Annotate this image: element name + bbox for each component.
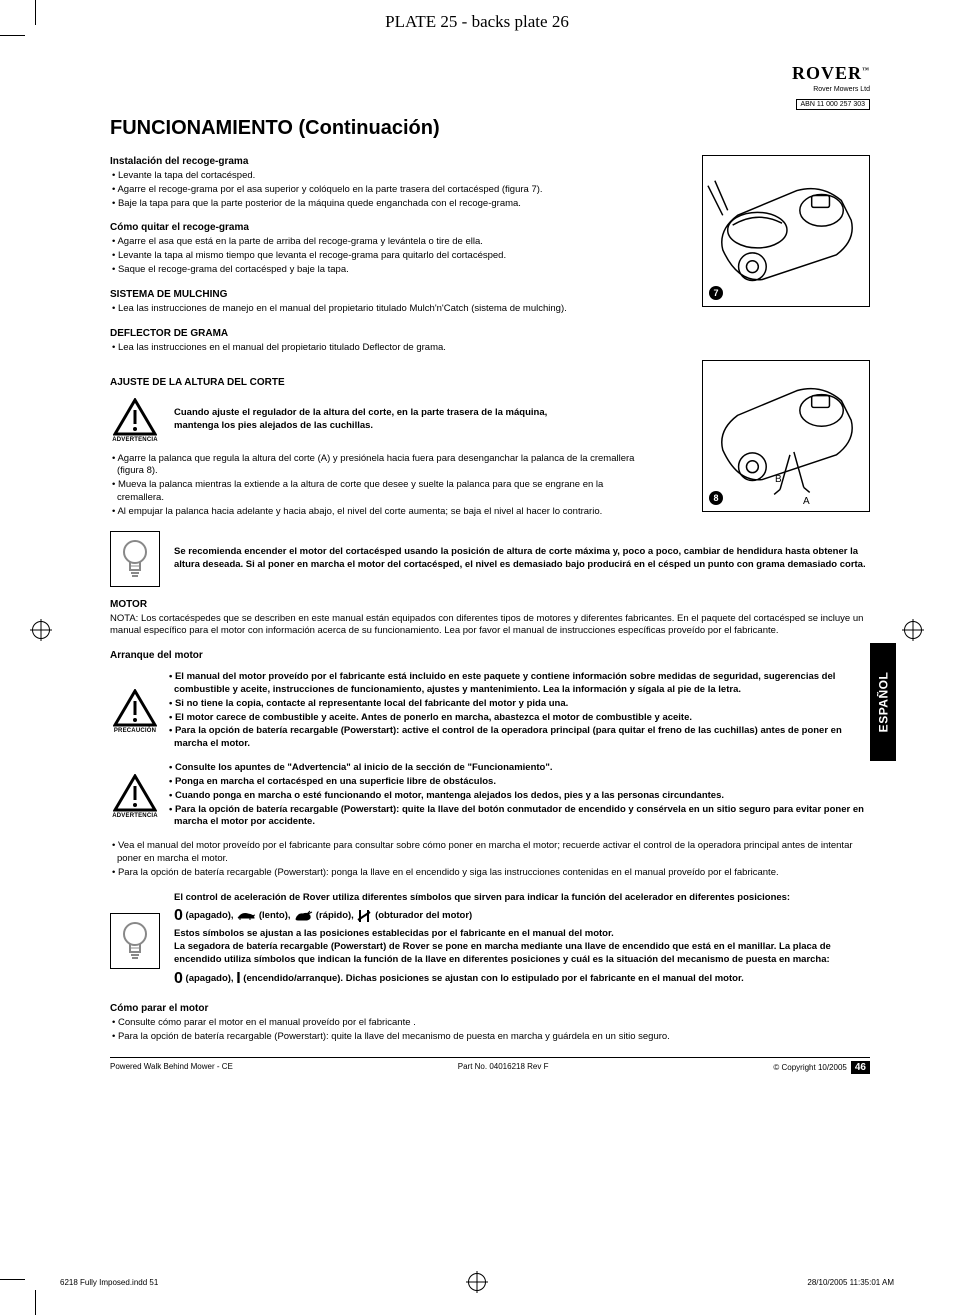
bullet-list: Levante la tapa del cortacésped.Agarre e… xyxy=(110,170,640,210)
list-item: Agarre el asa que está en la parte de ar… xyxy=(117,236,640,249)
list-item: Ponga en marcha el cortacésped en una su… xyxy=(174,776,870,789)
page-footer: Powered Walk Behind Mower - CE Part No. … xyxy=(110,1058,870,1073)
turtle-icon xyxy=(236,910,256,922)
tip-icon xyxy=(110,913,160,969)
section-heading: Instalación del recoge-grama xyxy=(110,156,640,167)
footer-right: © Copyright 10/2005 xyxy=(773,1063,847,1072)
on-label: (encendido/arranque). Dichas posiciones … xyxy=(241,973,744,984)
figure-number: 8 xyxy=(709,491,723,505)
brand-name: ROVER xyxy=(792,63,862,83)
off-symbol: 0 xyxy=(174,907,183,924)
list-item: Al empujar la palanca hacia adelante y h… xyxy=(117,506,640,519)
bullet-list: Agarre el asa que está en la parte de ar… xyxy=(110,236,640,276)
registration-mark xyxy=(32,621,50,639)
bullet-list: Lea las instrucciones de manejo en el ma… xyxy=(110,303,640,316)
rabbit-icon xyxy=(293,909,313,923)
choke-icon xyxy=(356,908,372,924)
list-item: Levante la tapa del cortacésped. xyxy=(117,170,640,183)
list-item: Levante la tapa al mismo tiempo que leva… xyxy=(117,250,640,263)
tip-text: Se recomienda encender el motor del cort… xyxy=(174,546,870,572)
list-item: Consulte cómo parar el motor en el manua… xyxy=(117,1017,870,1030)
list-item: El motor carece de combustible y aceite.… xyxy=(174,712,870,725)
bullet-list: Consulte cómo parar el motor en el manua… xyxy=(110,1017,870,1044)
bullet-list: Agarre la palanca que regula la altura d… xyxy=(110,453,640,519)
figure-label-b: B xyxy=(775,474,782,485)
throttle-text: El control de aceleración de Rover utili… xyxy=(174,892,870,991)
off-symbol: 0 xyxy=(174,970,183,987)
list-item: Baje la tapa para que la parte posterior… xyxy=(117,198,640,211)
list-item: Si no tiene la copia, contacte al repres… xyxy=(174,698,870,711)
mower-illustration xyxy=(703,361,869,511)
list-item: Cuando ponga en marcha o esté funcionand… xyxy=(174,790,870,803)
page-title: FUNCIONAMIENTO (Continuación) xyxy=(110,117,870,140)
company-name: Rover Mowers Ltd xyxy=(792,86,870,93)
caution-label: PRECAUCIÓN xyxy=(114,728,156,734)
list-item: Para la opción de batería recargable (Po… xyxy=(174,804,870,830)
list-item: Agarre la palanca que regula la altura d… xyxy=(117,453,640,479)
section-heading: Arranque del motor xyxy=(110,650,870,661)
throttle-line2: Estos símbolos se ajustan a las posicion… xyxy=(174,928,870,941)
imprint-right: 28/10/2005 11:35:01 AM xyxy=(807,1278,894,1287)
bullet-list: Lea las instrucciones en el manual del p… xyxy=(110,342,640,355)
registration-mark xyxy=(904,621,922,639)
mower-illustration xyxy=(703,156,869,306)
list-item: Para la opción de batería recargable (Po… xyxy=(117,867,870,880)
figure-7: 7 xyxy=(702,155,870,307)
warning-icon: ADVERTENCIA xyxy=(110,398,160,443)
brand-logo: ROVER™ Rover Mowers Ltd ABN 11 000 257 3… xyxy=(792,63,870,111)
language-tab: ESPAÑOL xyxy=(870,643,896,761)
warning-icon: ADVERTENCIA xyxy=(110,774,160,819)
slow-label: (lento), xyxy=(256,910,293,921)
list-item: Agarre el recoge-grama por el asa superi… xyxy=(117,184,640,197)
warning-text: Cuando ajuste el regulador de la altura … xyxy=(174,407,594,433)
throttle-line3: La segadora de batería recargable (Power… xyxy=(174,941,870,967)
section-heading: AJUSTE DE LA ALTURA DEL CORTE xyxy=(110,377,640,388)
section-heading: SISTEMA DE MULCHING xyxy=(110,289,640,300)
crop-mark xyxy=(35,1290,36,1315)
section-heading: DEFLECTOR DE GRAMA xyxy=(110,328,640,339)
bullet-list: Consulte los apuntes de "Advertencia" al… xyxy=(174,762,870,830)
list-item: Para la opción de batería recargable (Po… xyxy=(117,1031,870,1044)
throttle-intro: El control de aceleración de Rover utili… xyxy=(174,892,870,905)
warning-label: ADVERTENCIA xyxy=(112,437,158,443)
off2-label: (apagado), xyxy=(183,973,236,984)
list-item: Lea las instrucciones de manejo en el ma… xyxy=(117,303,640,316)
fast-label: (rápido), xyxy=(313,910,356,921)
section-heading: MOTOR xyxy=(110,599,870,610)
bullet-list: El manual del motor proveído por el fabr… xyxy=(174,671,870,752)
crop-mark xyxy=(0,35,25,36)
off-label: (apagado), xyxy=(183,910,236,921)
registration-mark xyxy=(468,1273,486,1291)
caution-icon: PRECAUCIÓN xyxy=(110,689,160,734)
section-heading: Cómo quitar el recoge-grama xyxy=(110,222,640,233)
figure-label-a: A xyxy=(803,496,810,507)
tip-icon xyxy=(110,531,160,587)
crop-mark xyxy=(0,1279,25,1280)
list-item: Lea las instrucciones en el manual del p… xyxy=(117,342,640,355)
language-label: ESPAÑOL xyxy=(876,672,890,733)
warning-label: ADVERTENCIA xyxy=(112,813,158,819)
list-item: Mueva la palanca mientras la extiende a … xyxy=(117,479,640,505)
imprint-left: 6218 Fully Imposed.indd 51 xyxy=(60,1278,158,1287)
list-item: El manual del motor proveído por el fabr… xyxy=(174,671,870,697)
tm-mark: ™ xyxy=(862,66,870,74)
list-item: Saque el recoge-grama del cortacésped y … xyxy=(117,264,640,277)
footer-center: Part No. 04016218 Rev F xyxy=(458,1062,549,1073)
list-item: Vea el manual del motor proveído por el … xyxy=(117,840,870,866)
figure-number: 7 xyxy=(709,286,723,300)
section-heading: Cómo parar el motor xyxy=(110,1003,870,1014)
figure-8: B A 8 xyxy=(702,360,870,512)
plate-header: PLATE 25 - backs plate 26 xyxy=(0,12,954,32)
bullet-list: Vea el manual del motor proveído por el … xyxy=(110,840,870,879)
choke-label: (obturador del motor) xyxy=(372,910,472,921)
abn-number: ABN 11 000 257 303 xyxy=(796,99,870,110)
footer-left: Powered Walk Behind Mower - CE xyxy=(110,1062,233,1073)
list-item: Para la opción de batería recargable (Po… xyxy=(174,725,870,751)
note-text: NOTA: Los cortacéspedes que se describen… xyxy=(110,613,870,639)
page-number: 46 xyxy=(851,1061,870,1074)
list-item: Consulte los apuntes de "Advertencia" al… xyxy=(174,762,870,775)
